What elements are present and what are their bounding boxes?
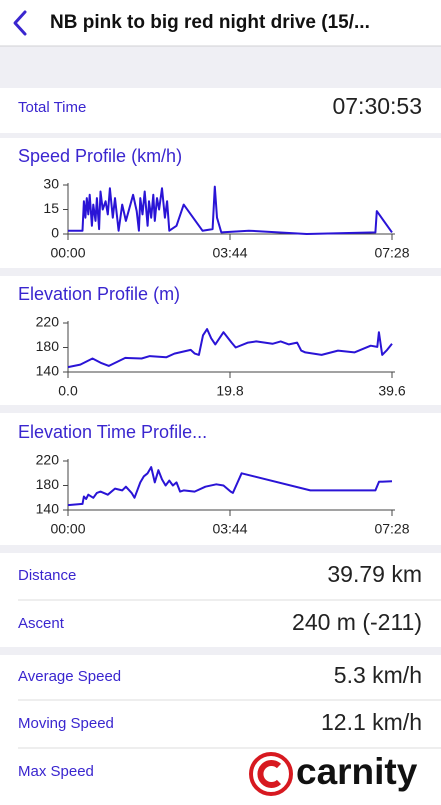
x-tick-label: 39.6 [378,383,405,399]
watermark-bg [246,750,441,800]
data-line [67,466,393,507]
y-tick-label: 0 [51,225,59,241]
nav-bar [0,0,441,46]
row-value: 12.1 km/h [321,709,422,735]
row-value: 5.3 km/h [334,662,422,688]
row-label: Max Speed [18,763,94,780]
row-value: 240 m (-211) [292,609,422,635]
y-tick-label: 180 [36,476,60,492]
row [0,88,441,133]
row-label: Distance [18,567,76,584]
y-tick-label: 220 [36,452,60,468]
x-tick-label: 19.8 [216,383,243,399]
chart-panel [0,413,441,545]
x-tick-label: 07:28 [374,245,409,261]
chart-title: Elevation Profile (m) [18,284,180,304]
x-tick-label: 07:28 [374,521,409,537]
y-tick-label: 220 [36,314,60,330]
x-tick-label: 03:44 [212,245,247,261]
data-line [68,185,393,235]
row-label: Total Time [18,99,86,116]
y-tick-label: 140 [36,501,60,517]
chart-title: Elevation Time Profile... [18,422,207,442]
y-tick-label: 140 [36,363,60,379]
logo-c [257,760,282,788]
chart-panel [0,138,441,268]
y-tick-label: 15 [43,200,59,216]
row-value: 39.79 km [327,561,422,587]
watermark: carnity [296,751,418,792]
row-label: Moving Speed [18,715,114,732]
chart-panel [0,276,441,405]
chart-title: Speed Profile (km/h) [18,146,182,166]
x-tick-label: 0.0 [58,383,78,399]
x-tick-label: 00:00 [50,521,85,537]
y-tick-label: 180 [36,338,60,354]
row-value: 07:30:53 [332,93,422,119]
x-tick-label: 03:44 [212,521,247,537]
logo-ring [249,752,293,796]
y-tick-label: 30 [43,176,59,192]
back-button[interactable] [13,10,27,36]
data-line [67,328,393,369]
row-label: Average Speed [18,668,121,685]
x-tick-label: 00:00 [50,245,85,261]
row-label: Ascent [18,615,65,632]
nav-title: NB pink to big red night drive (15/... [50,12,370,33]
